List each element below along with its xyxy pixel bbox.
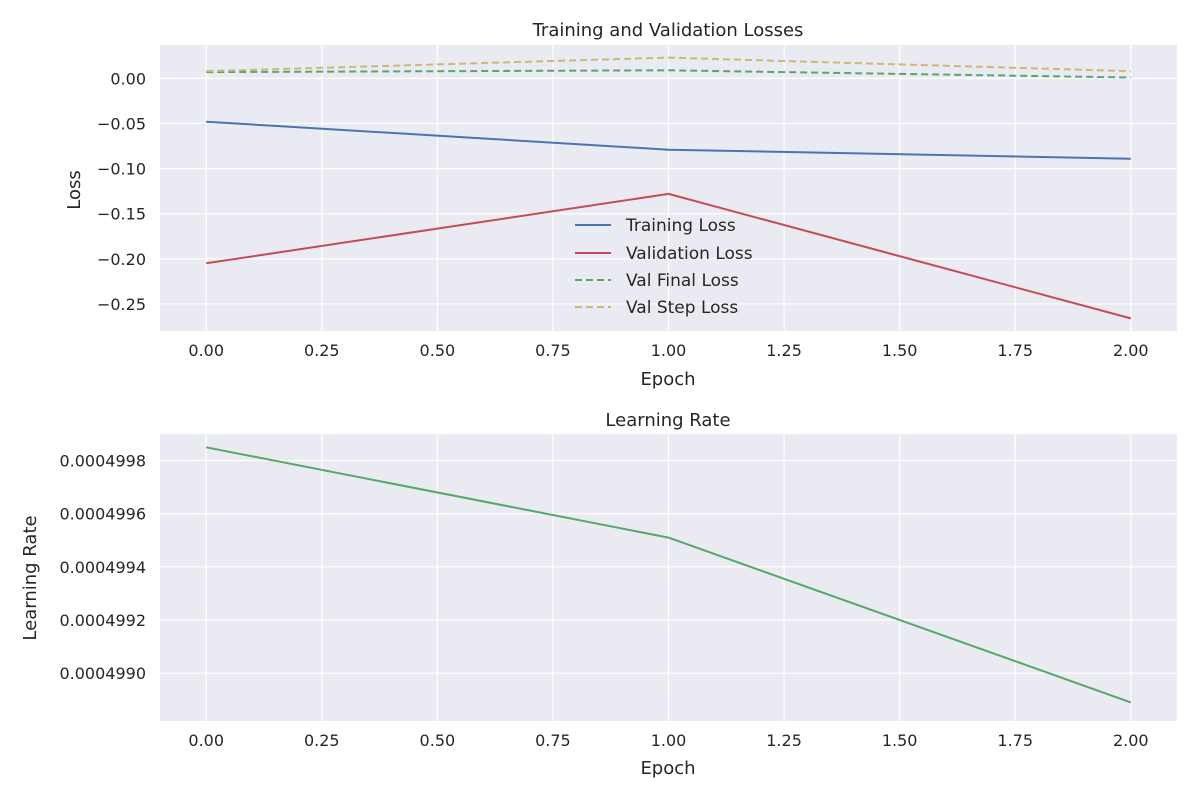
x-tick-label: 1.25	[766, 341, 802, 360]
x-tick-label: 1.50	[882, 341, 918, 360]
x-tick-label: 2.00	[1113, 731, 1149, 750]
legend-item: Val Step Loss	[575, 298, 738, 318]
x-tick-label: 0.50	[420, 341, 456, 360]
y-tick-label: −0.10	[97, 160, 146, 179]
learning-rate-line	[206, 446, 1132, 704]
legend-item: Training Loss	[575, 216, 736, 236]
loss-series-lines	[206, 56, 1132, 320]
learning-rate-series-lines	[206, 446, 1132, 704]
y-tick-label: −0.20	[97, 250, 146, 269]
val-step-loss-line	[206, 56, 1131, 73]
x-tick-label: 0.75	[535, 731, 571, 750]
legend-item: Validation Loss	[575, 244, 753, 264]
legend-label-val-final-loss: Val Final Loss	[626, 271, 739, 291]
learning-rate-y-ticks: 0.0004990 0.0004992 0.0004994 0.0004996 0.00…	[59, 452, 146, 684]
loss-y-ticks: −0.25 −0.20 −0.15 −0.10 −0.05 0.00	[97, 69, 146, 314]
legend-label-val-step-loss: Val Step Loss	[626, 298, 738, 318]
x-tick-label: 2.00	[1113, 341, 1149, 360]
y-tick-label: 0.0004992	[59, 611, 146, 630]
y-tick-label: 0.0004994	[59, 558, 146, 577]
x-tick-label: 1.25	[766, 731, 802, 750]
validation-loss-line	[206, 192, 1132, 320]
loss-chart: 0.00 0.25 0.50 0.75 1.00 1.25 1.50 1.75 2.00 −0.…	[64, 20, 1177, 390]
loss-legend: Training Loss Validation Loss Val Final …	[575, 216, 753, 318]
loss-x-ticks: 0.00 0.25 0.50 0.75 1.00 1.25 1.50 1.75 2.00	[188, 341, 1148, 360]
learning-rate-x-axis-label: Epoch	[640, 758, 695, 779]
learning-rate-chart: 0.00 0.25 0.50 0.75 1.00 1.25 1.50 1.75 2.00 0.0…	[20, 410, 1177, 779]
x-tick-label: 0.00	[188, 341, 224, 360]
x-tick-label: 1.75	[997, 731, 1033, 750]
y-tick-label: 0.0004990	[59, 664, 146, 683]
y-tick-label: −0.25	[97, 295, 146, 314]
legend-item: Val Final Loss	[575, 271, 739, 291]
learning-rate-chart-title: Learning Rate	[605, 410, 730, 431]
y-tick-label: 0.0004998	[59, 452, 146, 471]
x-tick-label: 0.25	[304, 341, 340, 360]
learning-rate-y-axis-label: Learning Rate	[20, 515, 41, 640]
learning-rate-x-ticks: 0.00 0.25 0.50 0.75 1.00 1.25 1.50 1.75 2.00	[188, 731, 1148, 750]
loss-y-axis-label: Loss	[64, 170, 85, 209]
x-tick-label: 0.50	[420, 731, 456, 750]
y-tick-label: 0.00	[110, 69, 146, 88]
y-tick-label: 0.0004996	[59, 505, 146, 524]
learning-rate-gridlines	[160, 434, 1177, 721]
legend-label-training-loss: Training Loss	[625, 216, 736, 236]
x-tick-label: 1.75	[997, 341, 1033, 360]
loss-gridlines	[160, 45, 1177, 331]
legend-label-validation-loss: Validation Loss	[626, 244, 753, 264]
x-tick-label: 0.75	[535, 341, 571, 360]
val-final-loss-line	[206, 69, 1131, 79]
y-tick-label: −0.15	[97, 205, 146, 224]
x-tick-label: 1.00	[651, 731, 687, 750]
x-tick-label: 0.00	[188, 731, 224, 750]
x-tick-label: 1.50	[882, 731, 918, 750]
loss-x-axis-label: Epoch	[640, 369, 695, 390]
x-tick-label: 0.25	[304, 731, 340, 750]
loss-chart-title: Training and Validation Losses	[532, 20, 804, 41]
y-tick-label: −0.05	[97, 114, 146, 133]
x-tick-label: 1.00	[651, 341, 687, 360]
training-loss-line	[206, 120, 1131, 160]
